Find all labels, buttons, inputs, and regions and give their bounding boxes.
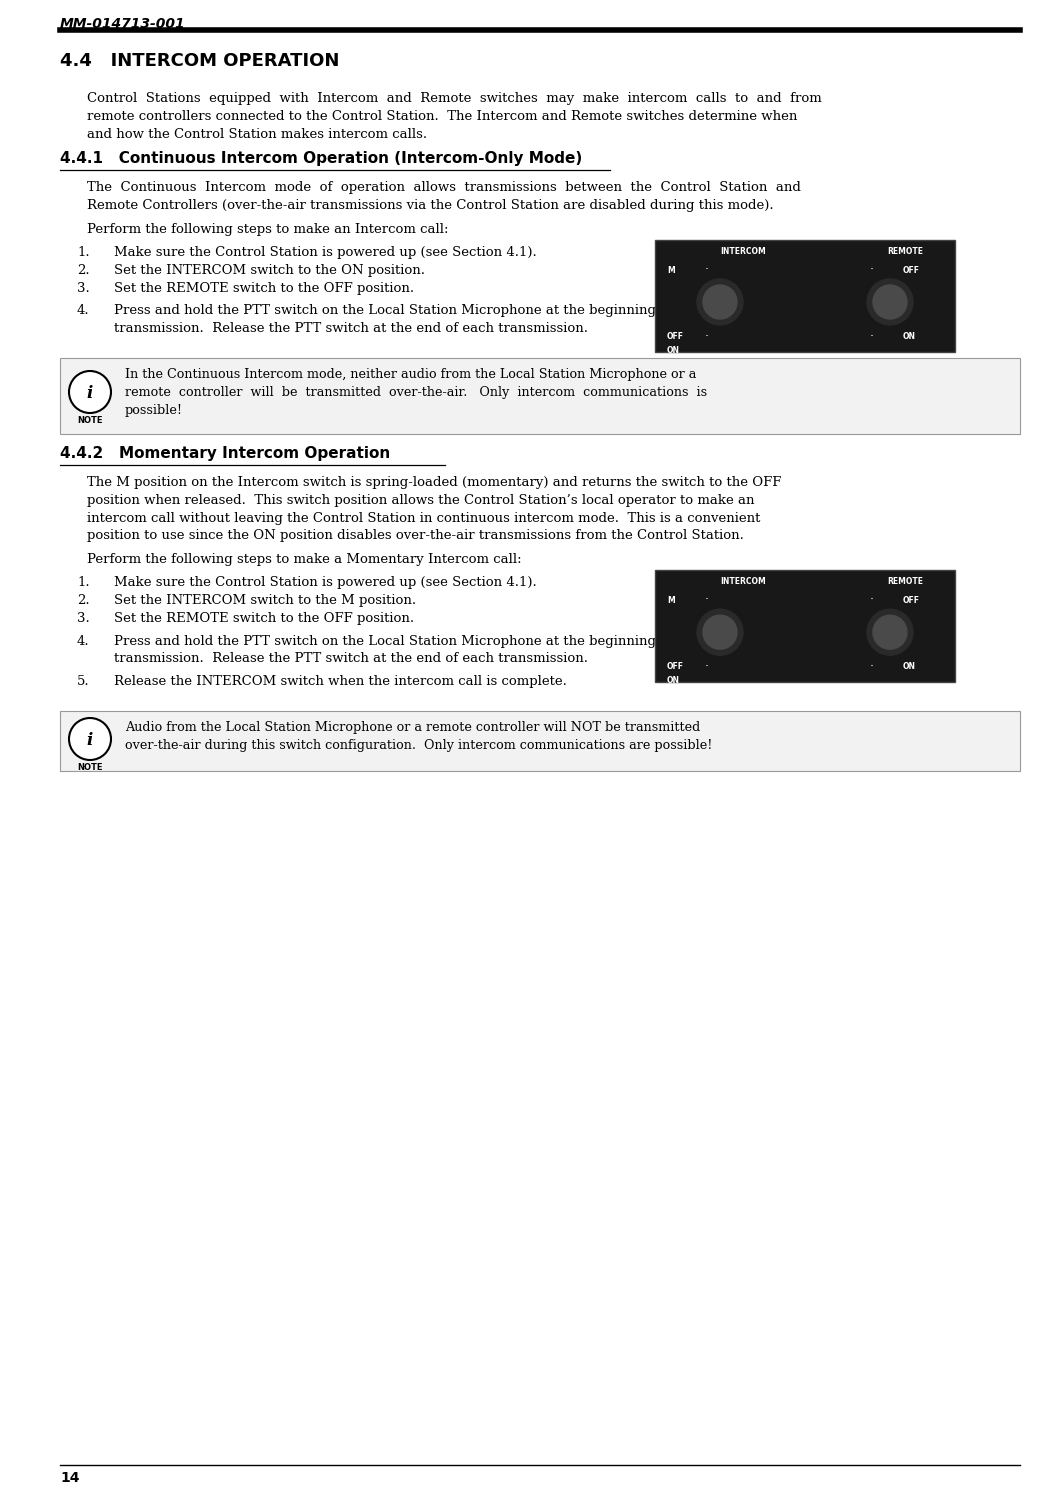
Text: The  Continuous  Intercom  mode  of  operation  allows  transmissions  between  : The Continuous Intercom mode of operatio… <box>87 182 800 194</box>
Text: NOTE: NOTE <box>77 416 102 425</box>
Text: 4.4   INTERCOM OPERATION: 4.4 INTERCOM OPERATION <box>60 52 339 70</box>
Text: OFF: OFF <box>667 662 684 671</box>
FancyBboxPatch shape <box>655 570 955 683</box>
Text: Set the INTERCOM switch to the ON position.: Set the INTERCOM switch to the ON positi… <box>114 264 425 277</box>
Text: Make sure the Control Station is powered up (see Section 4.1).: Make sure the Control Station is powered… <box>114 246 536 259</box>
Text: 3.: 3. <box>77 282 90 295</box>
Text: ON: ON <box>667 346 680 355</box>
Text: M: M <box>667 596 675 605</box>
Text: 5.: 5. <box>77 675 90 689</box>
Circle shape <box>867 610 913 655</box>
Text: ·: · <box>705 661 709 674</box>
Text: 1.: 1. <box>77 576 90 589</box>
Circle shape <box>873 285 907 319</box>
Circle shape <box>697 279 743 325</box>
Text: Press and hold the PTT switch on the Local Station Microphone at the beginning o: Press and hold the PTT switch on the Loc… <box>114 304 709 318</box>
Text: The M position on the Intercom switch is spring-loaded (momentary) and returns t: The M position on the Intercom switch is… <box>87 476 781 489</box>
Text: i: i <box>87 732 93 748</box>
Circle shape <box>69 719 111 760</box>
Text: intercom call without leaving the Control Station in continuous intercom mode.  : intercom call without leaving the Contro… <box>87 511 760 525</box>
Text: position to use since the ON position disables over-the-air transmissions from t: position to use since the ON position di… <box>87 529 743 543</box>
Text: Press and hold the PTT switch on the Local Station Microphone at the beginning o: Press and hold the PTT switch on the Loc… <box>114 635 709 647</box>
Text: position when released.  This switch position allows the Control Station’s local: position when released. This switch posi… <box>87 494 754 507</box>
Text: OFF: OFF <box>903 265 920 274</box>
Text: OFF: OFF <box>903 596 920 605</box>
Text: 2.: 2. <box>77 264 90 277</box>
Text: M: M <box>667 265 675 274</box>
Text: possible!: possible! <box>125 404 183 416</box>
Circle shape <box>703 285 737 319</box>
Text: ·: · <box>705 593 709 607</box>
Text: Audio from the Local Station Microphone or a remote controller will NOT be trans: Audio from the Local Station Microphone … <box>125 722 700 734</box>
Text: Set the REMOTE switch to the OFF position.: Set the REMOTE switch to the OFF positio… <box>114 282 414 295</box>
Text: ·: · <box>705 262 709 276</box>
Text: Remote Controllers (over-the-air transmissions via the Control Station are disab: Remote Controllers (over-the-air transmi… <box>87 200 774 212</box>
Text: Set the INTERCOM switch to the M position.: Set the INTERCOM switch to the M positio… <box>114 593 416 607</box>
Text: REMOTE: REMOTE <box>887 248 923 256</box>
Text: 2.: 2. <box>77 593 90 607</box>
Text: REMOTE: REMOTE <box>887 577 923 586</box>
Circle shape <box>69 371 111 413</box>
Text: INTERCOM: INTERCOM <box>720 248 766 256</box>
Circle shape <box>867 279 913 325</box>
Text: transmission.  Release the PTT switch at the end of each transmission.: transmission. Release the PTT switch at … <box>114 322 588 335</box>
Text: ·: · <box>870 661 874 674</box>
Text: 4.: 4. <box>77 304 90 318</box>
Text: ·: · <box>870 262 874 276</box>
Text: Control  Stations  equipped  with  Intercom  and  Remote  switches  may  make  i: Control Stations equipped with Intercom … <box>87 92 822 104</box>
Text: transmission.  Release the PTT switch at the end of each transmission.: transmission. Release the PTT switch at … <box>114 653 588 665</box>
Text: ON: ON <box>903 662 916 671</box>
Text: 4.4.2   Momentary Intercom Operation: 4.4.2 Momentary Intercom Operation <box>60 446 391 461</box>
Circle shape <box>703 616 737 649</box>
Text: ·: · <box>705 330 709 343</box>
Text: 3.: 3. <box>77 611 90 625</box>
Text: i: i <box>87 385 93 403</box>
Text: over-the-air during this switch configuration.  Only intercom communications are: over-the-air during this switch configur… <box>125 740 713 751</box>
Circle shape <box>873 616 907 649</box>
Text: Release the INTERCOM switch when the intercom call is complete.: Release the INTERCOM switch when the int… <box>114 675 567 689</box>
FancyBboxPatch shape <box>655 240 955 352</box>
FancyBboxPatch shape <box>60 358 1020 434</box>
Text: Set the REMOTE switch to the OFF position.: Set the REMOTE switch to the OFF positio… <box>114 611 414 625</box>
Text: OFF: OFF <box>667 332 684 341</box>
Text: remote controllers connected to the Control Station.  The Intercom and Remote sw: remote controllers connected to the Cont… <box>87 110 797 122</box>
Text: NOTE: NOTE <box>77 763 102 772</box>
Text: Perform the following steps to make an Intercom call:: Perform the following steps to make an I… <box>87 224 449 236</box>
Text: INTERCOM: INTERCOM <box>720 577 766 586</box>
Text: ·: · <box>870 593 874 607</box>
Text: remote  controller  will  be  transmitted  over-the-air.   Only  intercom  commu: remote controller will be transmitted ov… <box>125 386 708 398</box>
Text: ON: ON <box>667 677 680 686</box>
Text: 1.: 1. <box>77 246 90 259</box>
Circle shape <box>697 610 743 655</box>
FancyBboxPatch shape <box>60 711 1020 771</box>
Text: MM-014713-001: MM-014713-001 <box>60 16 186 31</box>
Text: In the Continuous Intercom mode, neither audio from the Local Station Microphone: In the Continuous Intercom mode, neither… <box>125 368 696 382</box>
Text: 4.: 4. <box>77 635 90 647</box>
Text: 4.4.1   Continuous Intercom Operation (Intercom-Only Mode): 4.4.1 Continuous Intercom Operation (Int… <box>60 152 582 167</box>
Text: ON: ON <box>903 332 916 341</box>
Text: 14: 14 <box>60 1472 79 1485</box>
Text: Perform the following steps to make a Momentary Intercom call:: Perform the following steps to make a Mo… <box>87 553 522 567</box>
Text: ·: · <box>870 330 874 343</box>
Text: and how the Control Station makes intercom calls.: and how the Control Station makes interc… <box>87 128 427 140</box>
Text: Make sure the Control Station is powered up (see Section 4.1).: Make sure the Control Station is powered… <box>114 576 536 589</box>
